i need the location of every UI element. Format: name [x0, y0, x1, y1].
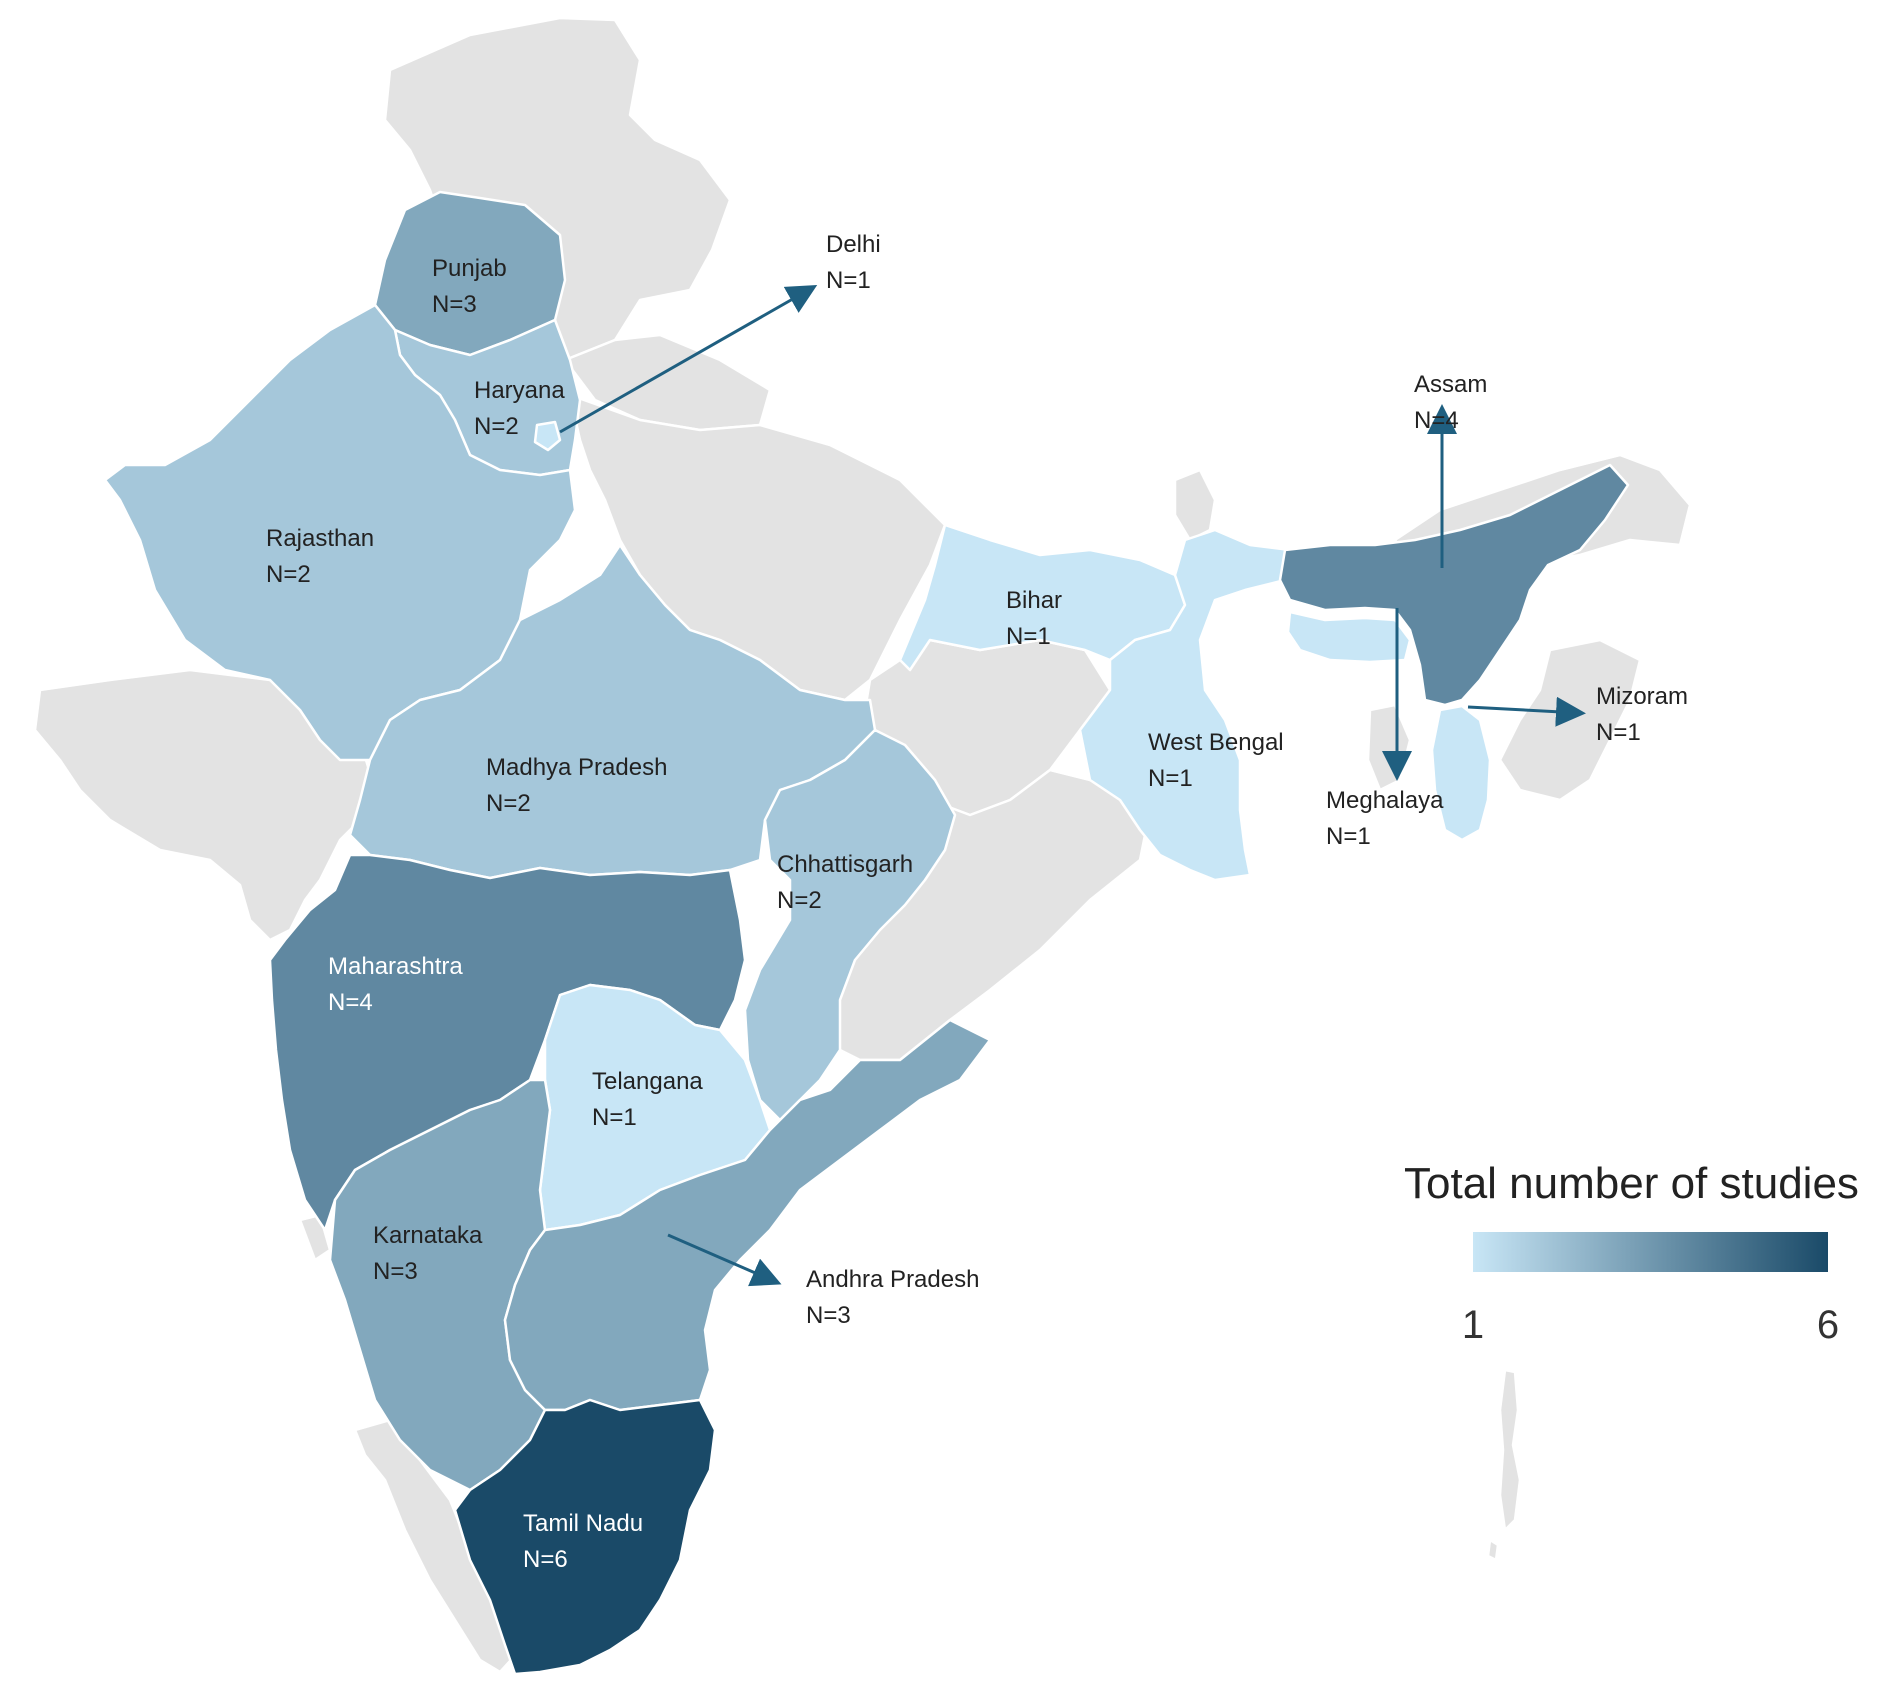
state-assam	[1278, 463, 1630, 707]
label-telangana-name: Telangana	[592, 1068, 703, 1095]
label-tamil-nadu-count: N=6	[523, 1546, 568, 1573]
region-sikkim-grey	[1173, 468, 1217, 542]
reported-states	[103, 190, 1630, 1676]
region-nicobar-grey	[1486, 1538, 1500, 1562]
label-haryana-name: Haryana	[474, 377, 565, 404]
label-assam-count: N=4	[1414, 407, 1459, 434]
state-chhattisgarh	[743, 728, 957, 1122]
label-andhra-pradesh-count: N=3	[806, 1302, 851, 1329]
label-rajasthan-count: N=2	[266, 561, 311, 588]
leader-arrows	[559, 285, 1586, 1287]
region-uttarakhand-grey	[563, 333, 772, 432]
label-punjab-name: Punjab	[432, 255, 507, 282]
label-mizoram-name: Mizoram	[1596, 683, 1688, 710]
label-chhattisgarh-count: N=2	[777, 887, 822, 914]
label-bihar-name: Bihar	[1006, 587, 1062, 614]
label-madhya-pradesh-count: N=2	[486, 790, 531, 817]
label-west-bengal-name: West Bengal	[1148, 729, 1284, 756]
region-tripura-grey	[1366, 703, 1412, 792]
legend-color-ramp	[1473, 1232, 1828, 1272]
label-karnataka-count: N=3	[373, 1258, 418, 1285]
label-rajasthan-name: Rajasthan	[266, 525, 374, 552]
label-meghalaya-name: Meghalaya	[1326, 787, 1444, 814]
state-mizoram	[1430, 704, 1492, 842]
state-delhi	[533, 420, 562, 452]
label-andhra-pradesh-name: Andhra Pradesh	[806, 1266, 979, 1293]
label-madhya-pradesh-name: Madhya Pradesh	[486, 754, 667, 781]
label-delhi-count: N=1	[826, 267, 871, 294]
state-west-bengal	[1078, 528, 1292, 882]
label-telangana-count: N=1	[592, 1104, 637, 1131]
label-west-bengal-count: N=1	[1148, 765, 1193, 792]
label-mizoram-count: N=1	[1596, 719, 1641, 746]
label-bihar-count: N=1	[1006, 623, 1051, 650]
legend: Total number of studies 1 6	[1404, 1159, 1859, 1347]
legend-title: Total number of studies	[1404, 1159, 1859, 1208]
arrow-mizoram	[1467, 696, 1586, 727]
label-chhattisgarh-name: Chhattisgarh	[777, 851, 913, 878]
arrow-delhi	[559, 285, 818, 434]
state-labels: Punjab N=3 Haryana N=2 Delhi N=1 Rajasth…	[266, 231, 1688, 1573]
label-meghalaya-count: N=1	[1326, 823, 1371, 850]
label-assam-name: Assam	[1414, 371, 1487, 398]
region-kerala-grey	[353, 1418, 522, 1674]
label-delhi-name: Delhi	[826, 231, 881, 258]
label-punjab-count: N=3	[432, 291, 477, 318]
arrow-andhra-pradesh	[667, 1233, 782, 1287]
legend-min-label: 1	[1462, 1303, 1484, 1347]
label-maharashtra-name: Maharashtra	[328, 953, 463, 980]
label-tamil-nadu-name: Tamil Nadu	[523, 1510, 643, 1537]
state-andhra-pradesh	[503, 1018, 992, 1412]
state-tamil-nadu	[453, 1398, 717, 1676]
legend-max-label: 6	[1817, 1303, 1839, 1347]
region-andaman-grey	[1498, 1368, 1522, 1532]
label-haryana-count: N=2	[474, 413, 519, 440]
label-karnataka-name: Karnataka	[373, 1222, 483, 1249]
label-maharashtra-count: N=4	[328, 989, 373, 1016]
state-meghalaya	[1286, 610, 1412, 664]
